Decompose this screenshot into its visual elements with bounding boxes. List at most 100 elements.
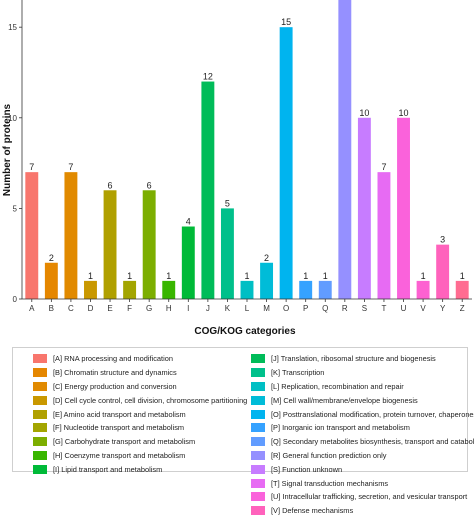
legend-swatch xyxy=(33,368,47,378)
x-tick-label-L: L xyxy=(245,304,250,313)
legend-swatch xyxy=(251,423,265,433)
legend-item: [R] General function prediction only xyxy=(251,449,474,463)
bar-E xyxy=(103,190,117,299)
legend-label: [G] Carbohydrate transport and metabolis… xyxy=(53,437,196,447)
y-tick-label: 15 xyxy=(8,23,17,32)
x-tick-label-R: R xyxy=(342,304,348,313)
legend-swatch xyxy=(251,450,265,460)
x-tick-label-C: C xyxy=(68,304,74,313)
legend-swatch xyxy=(251,395,265,405)
bar-value-label-G: 6 xyxy=(147,180,152,190)
legend-swatch xyxy=(251,381,265,391)
legend-swatch xyxy=(33,464,47,474)
bar-T xyxy=(377,172,391,299)
legend-swatch xyxy=(251,492,265,502)
legend-item: [K] Transcription xyxy=(251,366,474,380)
legend-item: [L] Replication, recombination and repai… xyxy=(251,380,474,394)
y-tick-label: 5 xyxy=(13,204,18,213)
bar-value-label-B: 2 xyxy=(49,253,54,263)
legend-swatch xyxy=(33,409,47,419)
legend-item: [M] Cell wall/membrane/envelope biogenes… xyxy=(251,393,474,407)
legend-column-right: [J] Translation, ribosomal structure and… xyxy=(251,352,474,518)
legend-item: [C] Energy production and conversion xyxy=(33,380,247,394)
legend-swatch xyxy=(33,381,47,391)
legend-swatch xyxy=(33,423,47,433)
legend-label: [P] Inorganic ion transport and metaboli… xyxy=(271,423,410,433)
x-tick-label-E: E xyxy=(107,304,112,313)
legend-label: [H] Coenzyme transport and metabolism xyxy=(53,450,186,460)
legend-item: [O] Posttranslational modification, prot… xyxy=(251,407,474,421)
bar-value-label-D: 1 xyxy=(88,271,93,281)
x-tick-label-U: U xyxy=(401,304,407,313)
bar-value-label-V: 1 xyxy=(421,271,426,281)
bar-M xyxy=(260,262,274,299)
legend-item: [G] Carbohydrate transport and metabolis… xyxy=(33,435,247,449)
legend-label: [F] Nucleotide transport and metabolism xyxy=(53,423,185,433)
legend-item: [H] Coenzyme transport and metabolism xyxy=(33,449,247,463)
y-tick-label: 0 xyxy=(13,295,18,304)
bar-L xyxy=(240,280,254,299)
legend-label: [K] Transcription xyxy=(271,368,325,378)
bar-B xyxy=(44,262,58,299)
bar-Z xyxy=(455,280,469,299)
legend-label: [D] Cell cycle control, cell division, c… xyxy=(53,395,248,405)
x-tick-label-B: B xyxy=(49,304,54,313)
bar-value-label-K: 5 xyxy=(225,198,230,208)
x-tick-label-S: S xyxy=(362,304,367,313)
x-tick-label-A: A xyxy=(29,304,35,313)
x-tick-label-F: F xyxy=(127,304,132,313)
bar-value-label-Q: 1 xyxy=(323,271,328,281)
bar-H xyxy=(162,280,176,299)
legend-label: [C] Energy production and conversion xyxy=(53,381,177,391)
bar-U xyxy=(397,117,410,300)
bar-value-label-L: 1 xyxy=(244,271,249,281)
legend-label: [B] Chromatin structure and dynamics xyxy=(53,368,177,378)
legend-label: [L] Replication, recombination and repai… xyxy=(271,381,404,391)
legend-swatch xyxy=(251,354,265,364)
bar-value-label-E: 6 xyxy=(108,180,113,190)
legend-item: [F] Nucleotide transport and metabolism xyxy=(33,421,247,435)
x-tick-label-P: P xyxy=(303,304,308,313)
legend-swatch xyxy=(251,506,265,516)
bar-F xyxy=(123,280,137,299)
legend-item: [I] Lipid transport and metabolism xyxy=(33,462,247,476)
bar-S xyxy=(357,117,371,300)
legend-swatch xyxy=(33,395,47,405)
x-tick-label-O: O xyxy=(283,304,289,313)
x-tick-label-V: V xyxy=(420,304,426,313)
bar-value-label-S: 10 xyxy=(359,108,369,118)
bar-value-label-A: 7 xyxy=(29,162,34,172)
legend-label: [T] Signal transduction mechanisms xyxy=(271,478,389,488)
legend-label: [Q] Secondary metabolites biosynthesis, … xyxy=(271,437,474,447)
x-tick-label-G: G xyxy=(146,304,152,313)
x-axis-title: COG/KOG categories xyxy=(194,326,296,337)
bar-I xyxy=(181,226,195,299)
legend-swatch xyxy=(33,354,47,364)
legend-swatch xyxy=(251,464,265,474)
legend-swatch xyxy=(251,437,265,447)
legend-item: [T] Signal transduction mechanisms xyxy=(251,476,474,490)
y-tick-label: 10 xyxy=(8,114,17,123)
legend-label: [U] Intracellular trafficking, secretion… xyxy=(271,492,468,502)
bar-P xyxy=(299,280,313,299)
bar-R xyxy=(338,0,352,299)
legend-item: [A] RNA processing and modification xyxy=(33,352,247,366)
bar-value-label-T: 7 xyxy=(381,162,386,172)
bar-value-label-F: 1 xyxy=(127,271,132,281)
legend-swatch xyxy=(33,450,47,460)
legend-swatch xyxy=(33,437,47,447)
legend-item: [U] Intracellular trafficking, secretion… xyxy=(251,490,474,504)
legend-label: [O] Posttranslational modification, prot… xyxy=(271,409,474,419)
legend-item: [P] Inorganic ion transport and metaboli… xyxy=(251,421,474,435)
legend-column-left: [A] RNA processing and modification [B] C… xyxy=(33,352,247,476)
bar-A xyxy=(25,172,39,299)
x-tick-label-J: J xyxy=(206,304,210,313)
bar-value-label-H: 1 xyxy=(166,271,171,281)
legend-item: [S] Function unknown xyxy=(251,462,474,476)
bar-O xyxy=(279,27,293,299)
legend-label: [A] RNA processing and modification xyxy=(53,354,173,364)
bar-value-label-C: 7 xyxy=(68,162,73,172)
bar-Q xyxy=(318,280,332,299)
bar-value-label-J: 12 xyxy=(203,72,213,82)
legend-label: [J] Translation, ribosomal structure and… xyxy=(271,354,436,364)
